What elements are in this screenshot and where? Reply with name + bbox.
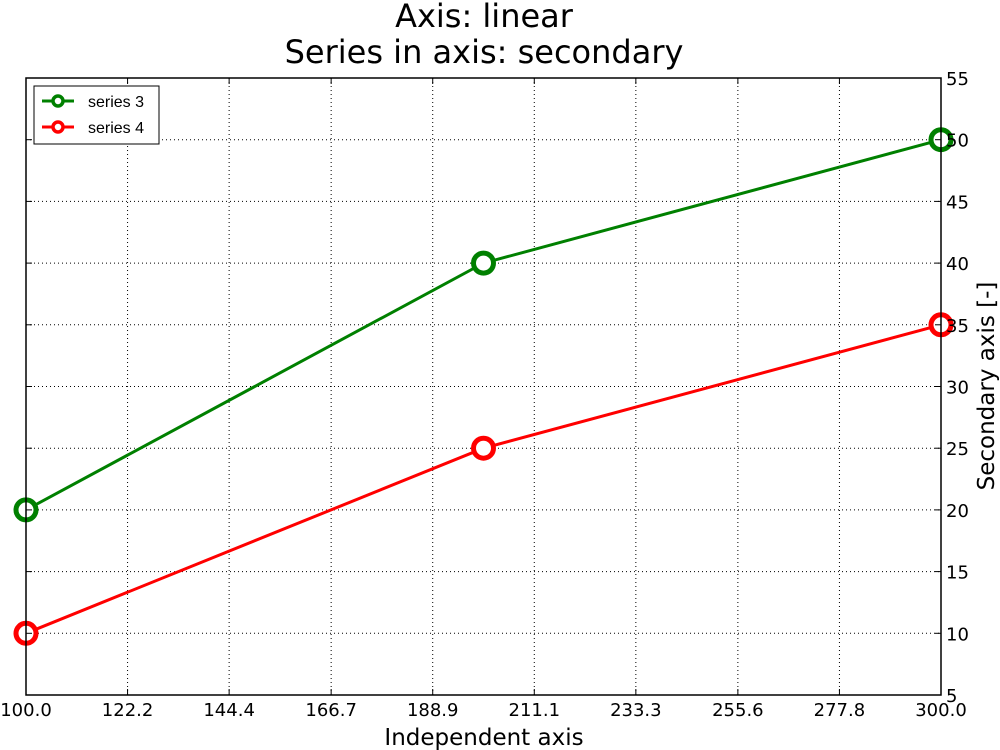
y-tick-label: 5 <box>946 686 957 707</box>
x-tick-label: 233.3 <box>610 700 662 721</box>
legend-marker-series-3 <box>51 94 65 108</box>
y-tick-label: 30 <box>946 378 969 399</box>
y-tick-label: 10 <box>946 624 969 645</box>
y-tick-label: 25 <box>946 439 969 460</box>
grid <box>26 78 941 695</box>
x-tick-label: 122.2 <box>102 700 154 721</box>
line-series-4 <box>25 323 942 635</box>
x-tick-label: 188.9 <box>407 700 459 721</box>
x-tick-label: 100.0 <box>0 700 52 721</box>
tick-labels: 100.0 122.2 144.4 166.7 188.9 211.1 233.3 255.6… <box>0 69 969 721</box>
y-tick-label: 55 <box>946 69 969 90</box>
x-axis-label: Independent axis <box>384 725 583 750</box>
y-tick-label: 50 <box>946 131 969 152</box>
ticks <box>25 77 942 696</box>
legend-label-series-3: series 3 <box>88 94 144 111</box>
point-series-4 <box>471 435 496 461</box>
y-tick-label: 15 <box>946 563 969 584</box>
x-tick-label: 255.6 <box>712 700 764 721</box>
legend-label-series-4: series 4 <box>88 120 144 137</box>
x-tick-label: 300.0 <box>915 700 967 721</box>
legend-marker-series-4 <box>51 120 65 134</box>
point-series-3 <box>471 250 496 276</box>
y-tick-label: 45 <box>946 192 969 213</box>
x-tick-label: 166.7 <box>305 700 357 721</box>
y-tick-label: 40 <box>946 254 969 275</box>
y-axis-label: Secondary axis [-] <box>974 282 1000 491</box>
x-tick-label: 144.4 <box>203 700 255 721</box>
x-tick-label: 277.8 <box>814 700 866 721</box>
x-tick-label: 211.1 <box>509 700 561 721</box>
chart-title-line-2: Series in axis: secondary <box>285 33 684 71</box>
y-tick-label: 35 <box>946 316 969 337</box>
chart-title-line-1: Axis: linear <box>395 0 574 35</box>
plot-frame <box>25 77 942 696</box>
legend: series 3 series 4 <box>33 85 160 145</box>
y-tick-label: 20 <box>946 501 969 522</box>
